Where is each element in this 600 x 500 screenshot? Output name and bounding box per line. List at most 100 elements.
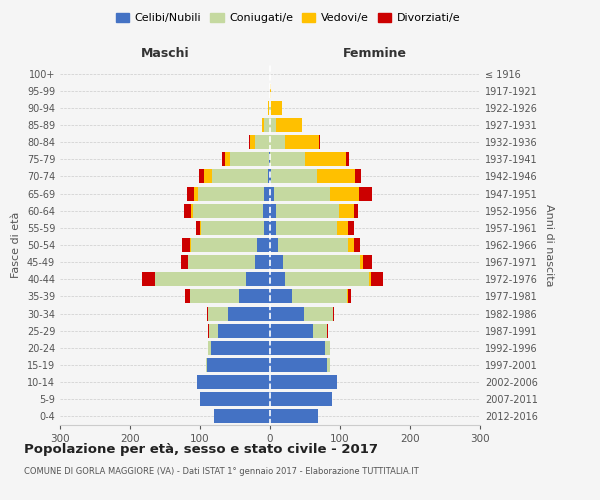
Bar bbox=[347, 290, 348, 304]
Bar bbox=[269, 101, 270, 115]
Bar bbox=[305, 152, 346, 166]
Bar bbox=[211, 341, 270, 355]
Bar bbox=[187, 186, 194, 200]
Bar bbox=[354, 238, 359, 252]
Bar bbox=[313, 324, 328, 338]
Bar bbox=[254, 255, 270, 269]
Bar bbox=[270, 375, 337, 389]
Bar bbox=[207, 306, 208, 320]
Bar bbox=[184, 204, 191, 218]
Text: COMUNE DI GORLA MAGGIORE (VA) - Dati ISTAT 1° gennaio 2017 - Elaborazione TUTTIT: COMUNE DI GORLA MAGGIORE (VA) - Dati IST… bbox=[24, 468, 419, 476]
Bar bbox=[230, 152, 269, 166]
Bar bbox=[329, 186, 359, 200]
Bar bbox=[194, 186, 198, 200]
Bar bbox=[196, 221, 200, 235]
Bar bbox=[191, 238, 257, 252]
Bar bbox=[270, 101, 271, 115]
Bar bbox=[223, 152, 224, 166]
Bar bbox=[214, 410, 270, 424]
Bar bbox=[286, 135, 319, 149]
Bar bbox=[190, 290, 239, 304]
Bar bbox=[270, 170, 271, 183]
Bar bbox=[270, 238, 278, 252]
Bar bbox=[270, 118, 275, 132]
Bar bbox=[202, 221, 265, 235]
Bar bbox=[239, 290, 270, 304]
Bar bbox=[319, 135, 320, 149]
Bar bbox=[354, 204, 358, 218]
Bar bbox=[254, 135, 270, 149]
Bar bbox=[265, 118, 270, 132]
Bar bbox=[270, 135, 286, 149]
Bar bbox=[181, 255, 188, 269]
Bar bbox=[371, 272, 383, 286]
Bar bbox=[304, 306, 333, 320]
Bar bbox=[275, 118, 302, 132]
Bar bbox=[270, 272, 286, 286]
Bar bbox=[250, 135, 254, 149]
Bar bbox=[359, 186, 371, 200]
Bar bbox=[328, 358, 329, 372]
Bar bbox=[346, 152, 349, 166]
Bar bbox=[203, 170, 212, 183]
Bar bbox=[270, 255, 283, 269]
Bar bbox=[190, 238, 191, 252]
Bar bbox=[286, 272, 370, 286]
Bar bbox=[270, 341, 325, 355]
Bar bbox=[269, 152, 270, 166]
Bar bbox=[191, 204, 193, 218]
Bar bbox=[182, 238, 190, 252]
Bar bbox=[275, 221, 337, 235]
Bar bbox=[325, 341, 330, 355]
Bar bbox=[142, 272, 155, 286]
Y-axis label: Fasce di età: Fasce di età bbox=[11, 212, 21, 278]
Bar bbox=[359, 255, 363, 269]
Bar bbox=[206, 358, 207, 372]
Bar bbox=[200, 392, 270, 406]
Bar bbox=[245, 272, 270, 286]
Bar bbox=[207, 358, 270, 372]
Y-axis label: Anni di nascita: Anni di nascita bbox=[544, 204, 554, 286]
Bar bbox=[333, 306, 334, 320]
Bar bbox=[198, 186, 265, 200]
Bar bbox=[265, 186, 270, 200]
Bar bbox=[197, 375, 270, 389]
Bar bbox=[270, 392, 332, 406]
Text: Maschi: Maschi bbox=[140, 47, 190, 60]
Bar bbox=[208, 324, 209, 338]
Bar bbox=[270, 306, 304, 320]
Bar bbox=[208, 306, 228, 320]
Bar bbox=[257, 238, 270, 252]
Bar bbox=[349, 221, 354, 235]
Bar bbox=[270, 358, 328, 372]
Bar bbox=[263, 204, 270, 218]
Bar bbox=[348, 290, 350, 304]
Bar bbox=[338, 204, 354, 218]
Bar bbox=[270, 410, 317, 424]
Bar bbox=[355, 170, 361, 183]
Bar bbox=[278, 238, 349, 252]
Bar bbox=[270, 152, 305, 166]
Bar bbox=[274, 186, 329, 200]
Bar bbox=[188, 255, 254, 269]
Bar bbox=[292, 290, 347, 304]
Bar bbox=[199, 170, 203, 183]
Bar bbox=[208, 341, 211, 355]
Bar bbox=[270, 221, 275, 235]
Bar bbox=[283, 255, 359, 269]
Bar bbox=[209, 324, 218, 338]
Text: Popolazione per età, sesso e stato civile - 2017: Popolazione per età, sesso e stato civil… bbox=[24, 442, 378, 456]
Bar bbox=[349, 238, 354, 252]
Bar bbox=[155, 272, 245, 286]
Bar bbox=[271, 101, 282, 115]
Bar bbox=[249, 135, 250, 149]
Bar bbox=[185, 290, 190, 304]
Bar bbox=[228, 306, 270, 320]
Bar bbox=[270, 186, 274, 200]
Bar bbox=[370, 272, 371, 286]
Bar bbox=[268, 170, 270, 183]
Bar bbox=[218, 324, 270, 338]
Bar bbox=[212, 170, 268, 183]
Bar bbox=[270, 290, 292, 304]
Bar bbox=[270, 324, 313, 338]
